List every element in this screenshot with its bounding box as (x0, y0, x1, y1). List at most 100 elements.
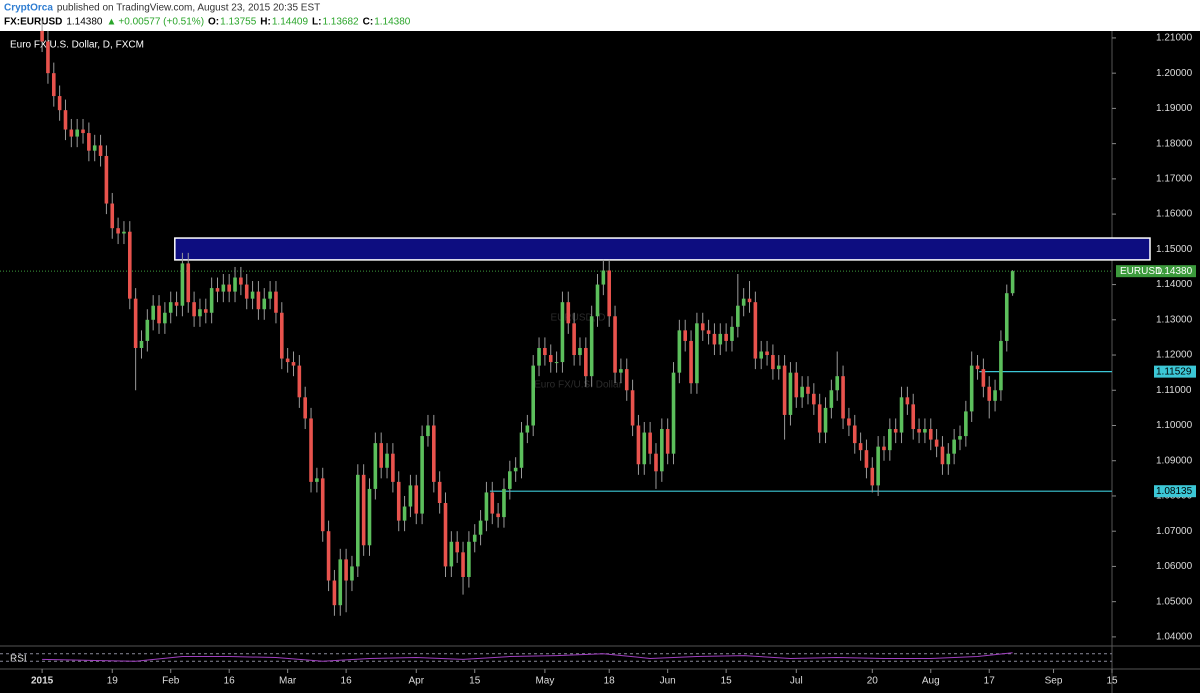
y-tick-label: 1.18000 (1156, 138, 1193, 149)
header-bar (0, 0, 1200, 31)
candle-body (958, 436, 962, 440)
candle-body (203, 309, 208, 313)
y-tick-label: 1.21000 (1156, 33, 1193, 44)
x-tick-label: 15 (1106, 676, 1118, 687)
candle-body (344, 559, 348, 581)
candle-body (595, 284, 600, 317)
candle-body (379, 443, 383, 468)
x-tick-label: Feb (162, 676, 180, 687)
candle-body (712, 333, 717, 345)
rsi-label: RSI (10, 654, 27, 665)
candle-body (999, 340, 1003, 391)
candle-body (309, 418, 313, 482)
x-tick-label: 20 (867, 676, 879, 687)
x-tick-label: 16 (341, 676, 353, 687)
candle-body (221, 284, 226, 292)
candle-body (934, 439, 939, 447)
candle-body (578, 347, 582, 356)
author: CryptOrca (4, 3, 53, 14)
candle-body (385, 453, 389, 468)
candle-body (759, 351, 764, 359)
candle-body (899, 397, 904, 433)
candle-body (864, 450, 869, 468)
candle-body (455, 541, 459, 553)
candle-body (1004, 293, 1009, 341)
candle-body (198, 309, 202, 317)
candle-body (127, 231, 132, 299)
y-tick-label: 1.07000 (1156, 526, 1193, 537)
y-tick-label: 1.16000 (1156, 209, 1193, 220)
y-tick-label: 1.20000 (1156, 68, 1193, 79)
candle-body (51, 73, 56, 97)
candle-body (46, 41, 50, 74)
candle-body (969, 365, 974, 412)
candle-body (888, 429, 892, 451)
candle-body (835, 376, 840, 391)
candle-body (993, 390, 997, 401)
candle-body (695, 323, 699, 384)
candle-body (338, 559, 343, 606)
x-tick-label: 15 (721, 676, 733, 687)
candle-body (660, 429, 664, 472)
candle-body (601, 270, 606, 285)
candle-body (186, 263, 191, 303)
candle-body (87, 133, 91, 151)
candle-body (946, 453, 951, 465)
x-tick-label: 18 (604, 676, 616, 687)
x-tick-label: May (535, 676, 554, 687)
candle-body (478, 520, 483, 535)
candle-body (110, 203, 115, 229)
candle-body (619, 369, 623, 373)
x-tick-label: Apr (408, 676, 424, 687)
level-label-box (1154, 485, 1196, 498)
candle-body (163, 312, 167, 324)
y-tick-label: 1.15000 (1156, 244, 1193, 255)
change-arrow: ▲ (107, 17, 117, 28)
candle-body (116, 228, 120, 234)
candle-body (92, 145, 97, 151)
candle-body (396, 481, 401, 521)
published-note: published on TradingView.com, August 23,… (57, 3, 320, 14)
candle-body (782, 365, 787, 415)
candle-body (940, 446, 945, 465)
y-tick-label: 1.19000 (1156, 103, 1193, 114)
candle-body (145, 319, 150, 341)
watermark-symbol: EURUSD, D (550, 313, 605, 324)
candle-body (964, 411, 968, 437)
candle-body (537, 347, 541, 366)
candle-body (280, 312, 284, 359)
last-price-label: 1.14380 (1156, 266, 1193, 277)
candle-body (297, 365, 302, 398)
candle-body (788, 372, 793, 415)
candle-body (823, 407, 828, 433)
candle-body (443, 503, 448, 567)
candle-body (40, 30, 44, 42)
y-tick-label: 1.06000 (1156, 561, 1193, 572)
candle-body (157, 305, 161, 324)
candle-body (724, 333, 728, 341)
x-tick-label: 17 (984, 676, 996, 687)
candle-body (250, 291, 255, 299)
candle-body (928, 429, 933, 440)
candle-body (613, 316, 617, 373)
candle-body (467, 541, 471, 577)
ohlc-value: 1.13755 (220, 17, 257, 28)
candle-body (192, 302, 196, 317)
supply-zone (174, 237, 1151, 261)
candle-body (81, 129, 85, 134)
last-price-box (1116, 265, 1196, 278)
candle-body (817, 404, 822, 433)
candle-body (268, 291, 272, 299)
candle-body (841, 376, 845, 419)
y-tick-label: 1.12000 (1156, 350, 1193, 361)
candle-body (350, 566, 354, 581)
candle-body (607, 270, 612, 317)
candle-body (584, 347, 588, 377)
candle-body (654, 453, 658, 472)
y-tick-label: 1.11000 (1156, 385, 1192, 396)
candle-body (852, 425, 857, 444)
candle-body (700, 323, 705, 331)
candle-body (326, 531, 331, 581)
candle-body (531, 365, 535, 426)
